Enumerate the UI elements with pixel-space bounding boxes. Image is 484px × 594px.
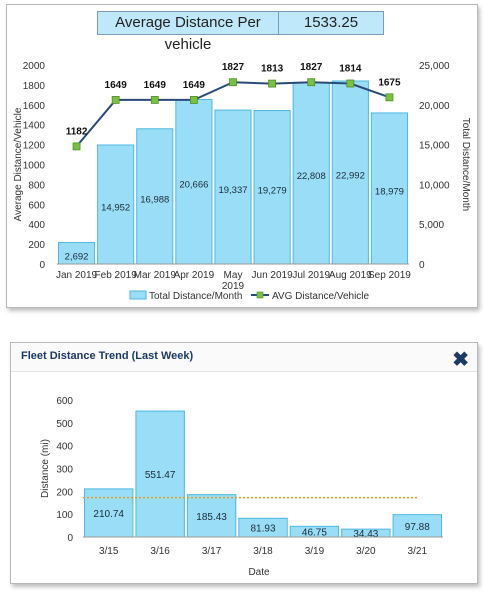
legend-line-marker xyxy=(256,291,264,299)
line-value-label: 1649 xyxy=(105,80,128,91)
y-tick-label: 1600 xyxy=(23,101,46,112)
x-tick-label: Jan 2019 xyxy=(56,270,98,281)
x-tick-label: 3/15 xyxy=(99,546,119,557)
y-tick-label: 400 xyxy=(56,442,73,453)
y2-tick-label: 20,000 xyxy=(419,101,450,112)
x-tick-label: 3/19 xyxy=(305,546,325,557)
x-tick-label: Jun 2019 xyxy=(252,270,294,281)
x-tick-label: 3/20 xyxy=(356,546,376,557)
bar-value-label: 185.43 xyxy=(196,512,227,523)
line-value-label: 1649 xyxy=(183,80,206,91)
bar-value-label: 19,337 xyxy=(218,185,247,196)
x-tick-label: 3/21 xyxy=(408,546,428,557)
bar-value-label: 2,692 xyxy=(65,251,89,262)
bar-value-label: 81.93 xyxy=(250,524,275,535)
y-tick-label: 0 xyxy=(67,533,73,544)
y-tick-label: 200 xyxy=(28,240,45,251)
bar xyxy=(136,128,174,265)
line-point xyxy=(229,78,237,87)
x-axis-label: Date xyxy=(248,567,270,578)
bar xyxy=(370,112,408,265)
line-point xyxy=(346,79,355,88)
bar-value-label: 19,279 xyxy=(258,185,287,196)
bar-value-label: 34.43 xyxy=(353,529,378,540)
line-value-label: 1813 xyxy=(261,64,284,75)
bar-value-label: 16,988 xyxy=(140,194,169,205)
y-tick-label: 1000 xyxy=(23,161,46,172)
y-tick-label: 400 xyxy=(28,220,45,231)
line-point xyxy=(385,93,394,102)
line-point xyxy=(72,142,81,151)
line-value-label: 1649 xyxy=(144,80,167,91)
y-tick-label: 600 xyxy=(28,200,45,211)
kpi-label: Average Distance Per vehicle xyxy=(97,11,279,53)
fleet-trend-panel: Fleet Distance Trend (Last Week) ✖ 0 100 2… xyxy=(10,342,478,584)
line-point xyxy=(268,79,277,88)
y-tick-label: 100 xyxy=(56,510,73,521)
y-tick-label: 0 xyxy=(39,260,45,271)
line-value-label: 1675 xyxy=(378,77,401,88)
x-tick-label: 3/16 xyxy=(150,546,170,557)
y-tick-label: 600 xyxy=(56,396,73,407)
line-value-label: 1814 xyxy=(339,64,362,75)
close-icon[interactable]: ✖ xyxy=(452,349,469,371)
bar xyxy=(331,80,369,265)
x-tick-label: 3/18 xyxy=(253,546,273,557)
x-tick-label: Aug 2019 xyxy=(329,270,372,281)
line-point xyxy=(307,78,316,87)
distance-combo-chart: 0 200 400 600 800 1000 1200 1400 1600 1800 2000 0 5,… xyxy=(13,61,471,302)
combo-chart-panel: Average Distance Per vehicle 1533.25 0 20… xyxy=(6,4,478,308)
line-point xyxy=(111,96,120,104)
line-point xyxy=(189,96,198,104)
y2-axis-label: Total Distance/Month xyxy=(460,118,471,211)
x-tick-label: May 2019 xyxy=(222,270,245,292)
y2-tick-label: 15,000 xyxy=(419,141,450,152)
bar-value-label: 22,808 xyxy=(297,171,326,182)
y2-tick-label: 10,000 xyxy=(419,180,450,191)
legend-bar-label: Total Distance/Month xyxy=(149,291,242,302)
line-value-label: 1827 xyxy=(222,62,245,73)
x-tick-label: Sep 2019 xyxy=(368,270,411,281)
line-value-label: 1182 xyxy=(66,126,88,137)
y-axis-label: Distance (mi) xyxy=(40,439,51,498)
x-tick-label: Apr 2019 xyxy=(174,270,215,281)
y2-tick-label: 25,000 xyxy=(419,61,450,72)
bar xyxy=(175,98,213,265)
bar-value-label: 46.75 xyxy=(302,528,327,539)
y-axis-label: Average Distance/Vehicle xyxy=(13,107,24,221)
panel-title: Fleet Distance Trend (Last Week) xyxy=(21,350,194,362)
x-tick-label: Jul 2019 xyxy=(292,270,330,281)
x-tick-label: Feb 2019 xyxy=(95,270,138,281)
bar-value-label: 210.74 xyxy=(93,509,124,520)
bar-value-label: 22,992 xyxy=(336,170,365,181)
y-tick-label: 2000 xyxy=(23,61,46,72)
bar-value-label: 551.47 xyxy=(145,470,176,481)
bar-value-label: 14,952 xyxy=(101,202,130,213)
bar xyxy=(186,494,237,538)
y2-tick-label: 0 xyxy=(419,260,425,271)
bar xyxy=(135,410,185,538)
fleet-distance-chart: 0 100 200 300 400 500 600 Distance (mi) 210.74 3/… xyxy=(40,396,443,578)
y-tick-label: 300 xyxy=(56,465,73,476)
y-tick-label: 1800 xyxy=(23,81,46,92)
x-tick-label: Mar 2019 xyxy=(134,270,177,281)
kpi-value: 1533.25 xyxy=(278,11,384,35)
panel-header: Fleet Distance Trend (Last Week) ✖ xyxy=(11,343,477,372)
line-value-label: 1827 xyxy=(300,62,323,73)
y-tick-label: 500 xyxy=(56,419,73,430)
y-tick-label: 200 xyxy=(56,487,73,498)
x-tick-label: 3/17 xyxy=(202,546,222,557)
bar-value-label: 20,666 xyxy=(179,180,208,191)
bar xyxy=(97,144,135,265)
legend-line-label: AVG Distance/Vehicle xyxy=(272,291,370,302)
bar-value-label: 18,979 xyxy=(375,186,404,197)
bar-value-label: 97.88 xyxy=(405,522,430,533)
y-tick-label: 1200 xyxy=(23,141,46,152)
line-point xyxy=(150,96,159,104)
y2-tick-label: 5,000 xyxy=(419,220,444,231)
y-tick-label: 1400 xyxy=(23,121,46,132)
y-tick-label: 800 xyxy=(28,180,45,191)
legend-bar-swatch xyxy=(129,290,147,300)
